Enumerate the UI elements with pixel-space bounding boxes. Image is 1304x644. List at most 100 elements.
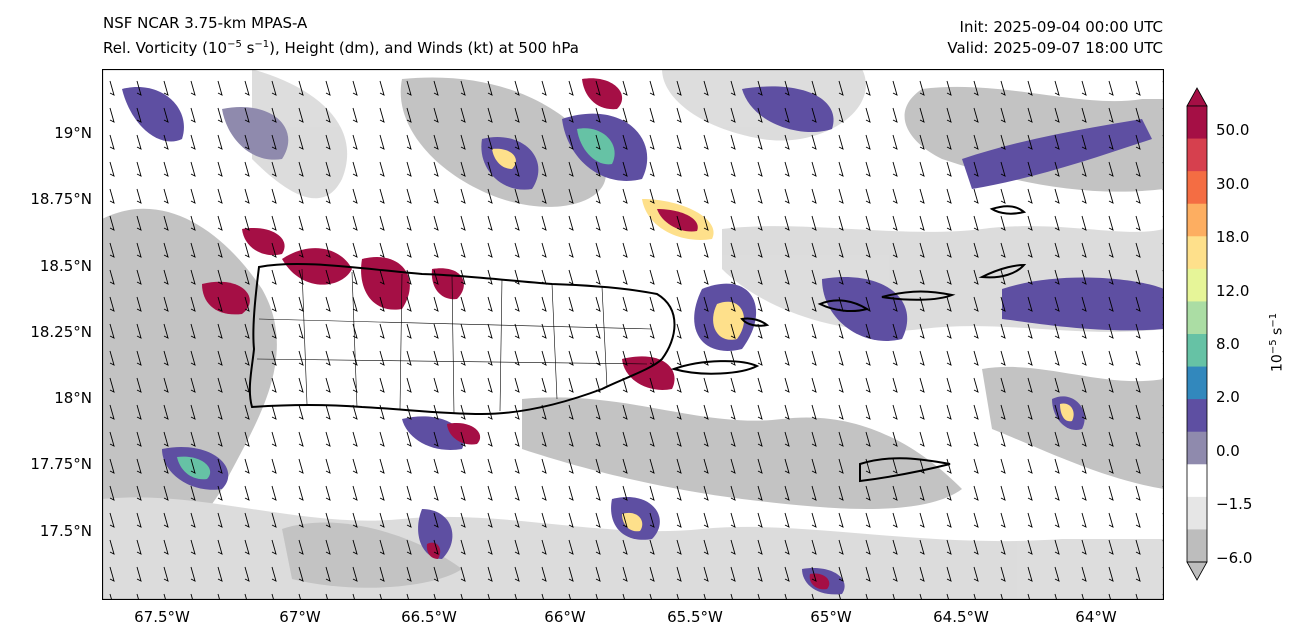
wind-barb (190, 215, 196, 231)
wind-barb (865, 188, 871, 204)
wind-barb (514, 107, 520, 123)
wind-barb (352, 566, 358, 582)
wind-barb (487, 296, 493, 312)
wind-barb (649, 566, 655, 582)
wind-barb (1108, 323, 1114, 339)
wind-barb (460, 593, 464, 600)
wind-barb (784, 512, 790, 528)
wind-barb (406, 566, 412, 582)
wind-barb (811, 485, 817, 501)
field-description: Rel. Vorticity (10−5 s−1), Height (dm), … (103, 39, 579, 57)
wind-barb (757, 593, 761, 600)
wind-barb (190, 242, 196, 258)
wind-barb (514, 269, 520, 285)
wind-barb (595, 269, 601, 285)
wind-barb (1054, 107, 1060, 123)
wind-barb (379, 323, 385, 339)
wind-barb (973, 593, 977, 600)
wind-barb (136, 215, 142, 231)
wind-barb (217, 404, 223, 420)
wind-barb (838, 269, 844, 285)
wind-barb (541, 539, 547, 555)
wind-barb (676, 593, 680, 600)
wind-barb (541, 323, 547, 339)
wind-barb (784, 242, 790, 258)
wind-barb (433, 107, 439, 123)
wind-barb (811, 242, 817, 258)
wind-barb (919, 350, 925, 366)
wind-barb (649, 539, 655, 555)
colorbar-segment (1187, 203, 1207, 237)
wind-barb (784, 377, 790, 393)
wind-barb (757, 377, 763, 393)
lon-label: 66.5°W (401, 608, 457, 626)
wind-barb (1108, 188, 1114, 204)
wind-barb (1081, 215, 1087, 231)
wind-barb (1135, 161, 1141, 177)
wind-barb (703, 80, 709, 96)
wind-barb (460, 485, 466, 501)
wind-barb (892, 242, 898, 258)
wind-barb (595, 107, 601, 123)
wind-barb (892, 485, 898, 501)
wind-barb (811, 296, 817, 312)
wind-barb (1054, 593, 1058, 600)
wind-barb (406, 431, 412, 447)
wind-barb (568, 404, 574, 420)
wind-barb (1108, 242, 1114, 258)
wind-barb (352, 485, 358, 501)
wind-barb (757, 566, 763, 582)
wind-barb (298, 188, 304, 204)
wind-barb (1000, 566, 1006, 582)
wind-barb (325, 269, 331, 285)
wind-barb (541, 134, 547, 150)
wind-barb (487, 404, 493, 420)
wind-barb (136, 512, 142, 528)
lon-label: 64°W (1075, 608, 1117, 626)
cbar-tick: 0.0 (1216, 442, 1240, 460)
wind-barb (1000, 350, 1006, 366)
wind-barb (460, 512, 466, 528)
wind-barb (1081, 269, 1087, 285)
wind-barb (1000, 539, 1006, 555)
wind-barb (1135, 512, 1141, 528)
wind-barb (865, 242, 871, 258)
wind-barb (919, 512, 925, 528)
wind-barb (676, 296, 682, 312)
wind-barb (973, 323, 979, 339)
wind-barb (622, 485, 628, 501)
wind-barb (730, 80, 736, 96)
wind-barb (352, 593, 356, 600)
wind-barb (865, 458, 871, 474)
wind-barb (811, 458, 817, 474)
wind-barb (865, 566, 871, 582)
wind-barb (217, 485, 223, 501)
wind-barb (217, 242, 223, 258)
wind-barbs (109, 80, 1164, 600)
wind-barb (649, 134, 655, 150)
wind-barb (865, 215, 871, 231)
wind-barb (595, 458, 601, 474)
wind-barb (1054, 350, 1060, 366)
wind-barb (217, 512, 223, 528)
wind-barb (1108, 107, 1114, 123)
wind-barb (1108, 485, 1114, 501)
wind-barb (1054, 512, 1060, 528)
wind-barb (757, 80, 763, 96)
wind-barb (433, 188, 439, 204)
wind-barb (811, 188, 817, 204)
wind-barb (433, 242, 439, 258)
wind-barb (487, 566, 493, 582)
wind-barb (379, 188, 385, 204)
wind-barb (946, 593, 950, 600)
wind-barb (892, 215, 898, 231)
wind-barb (406, 350, 412, 366)
wind-barb (379, 296, 385, 312)
wind-barb (352, 80, 358, 96)
wind-barb (298, 431, 304, 447)
wind-barb (1135, 188, 1141, 204)
wind-barb (514, 323, 520, 339)
wind-barb (244, 377, 250, 393)
colorbar-segment (1187, 334, 1207, 368)
wind-barb (946, 80, 952, 96)
